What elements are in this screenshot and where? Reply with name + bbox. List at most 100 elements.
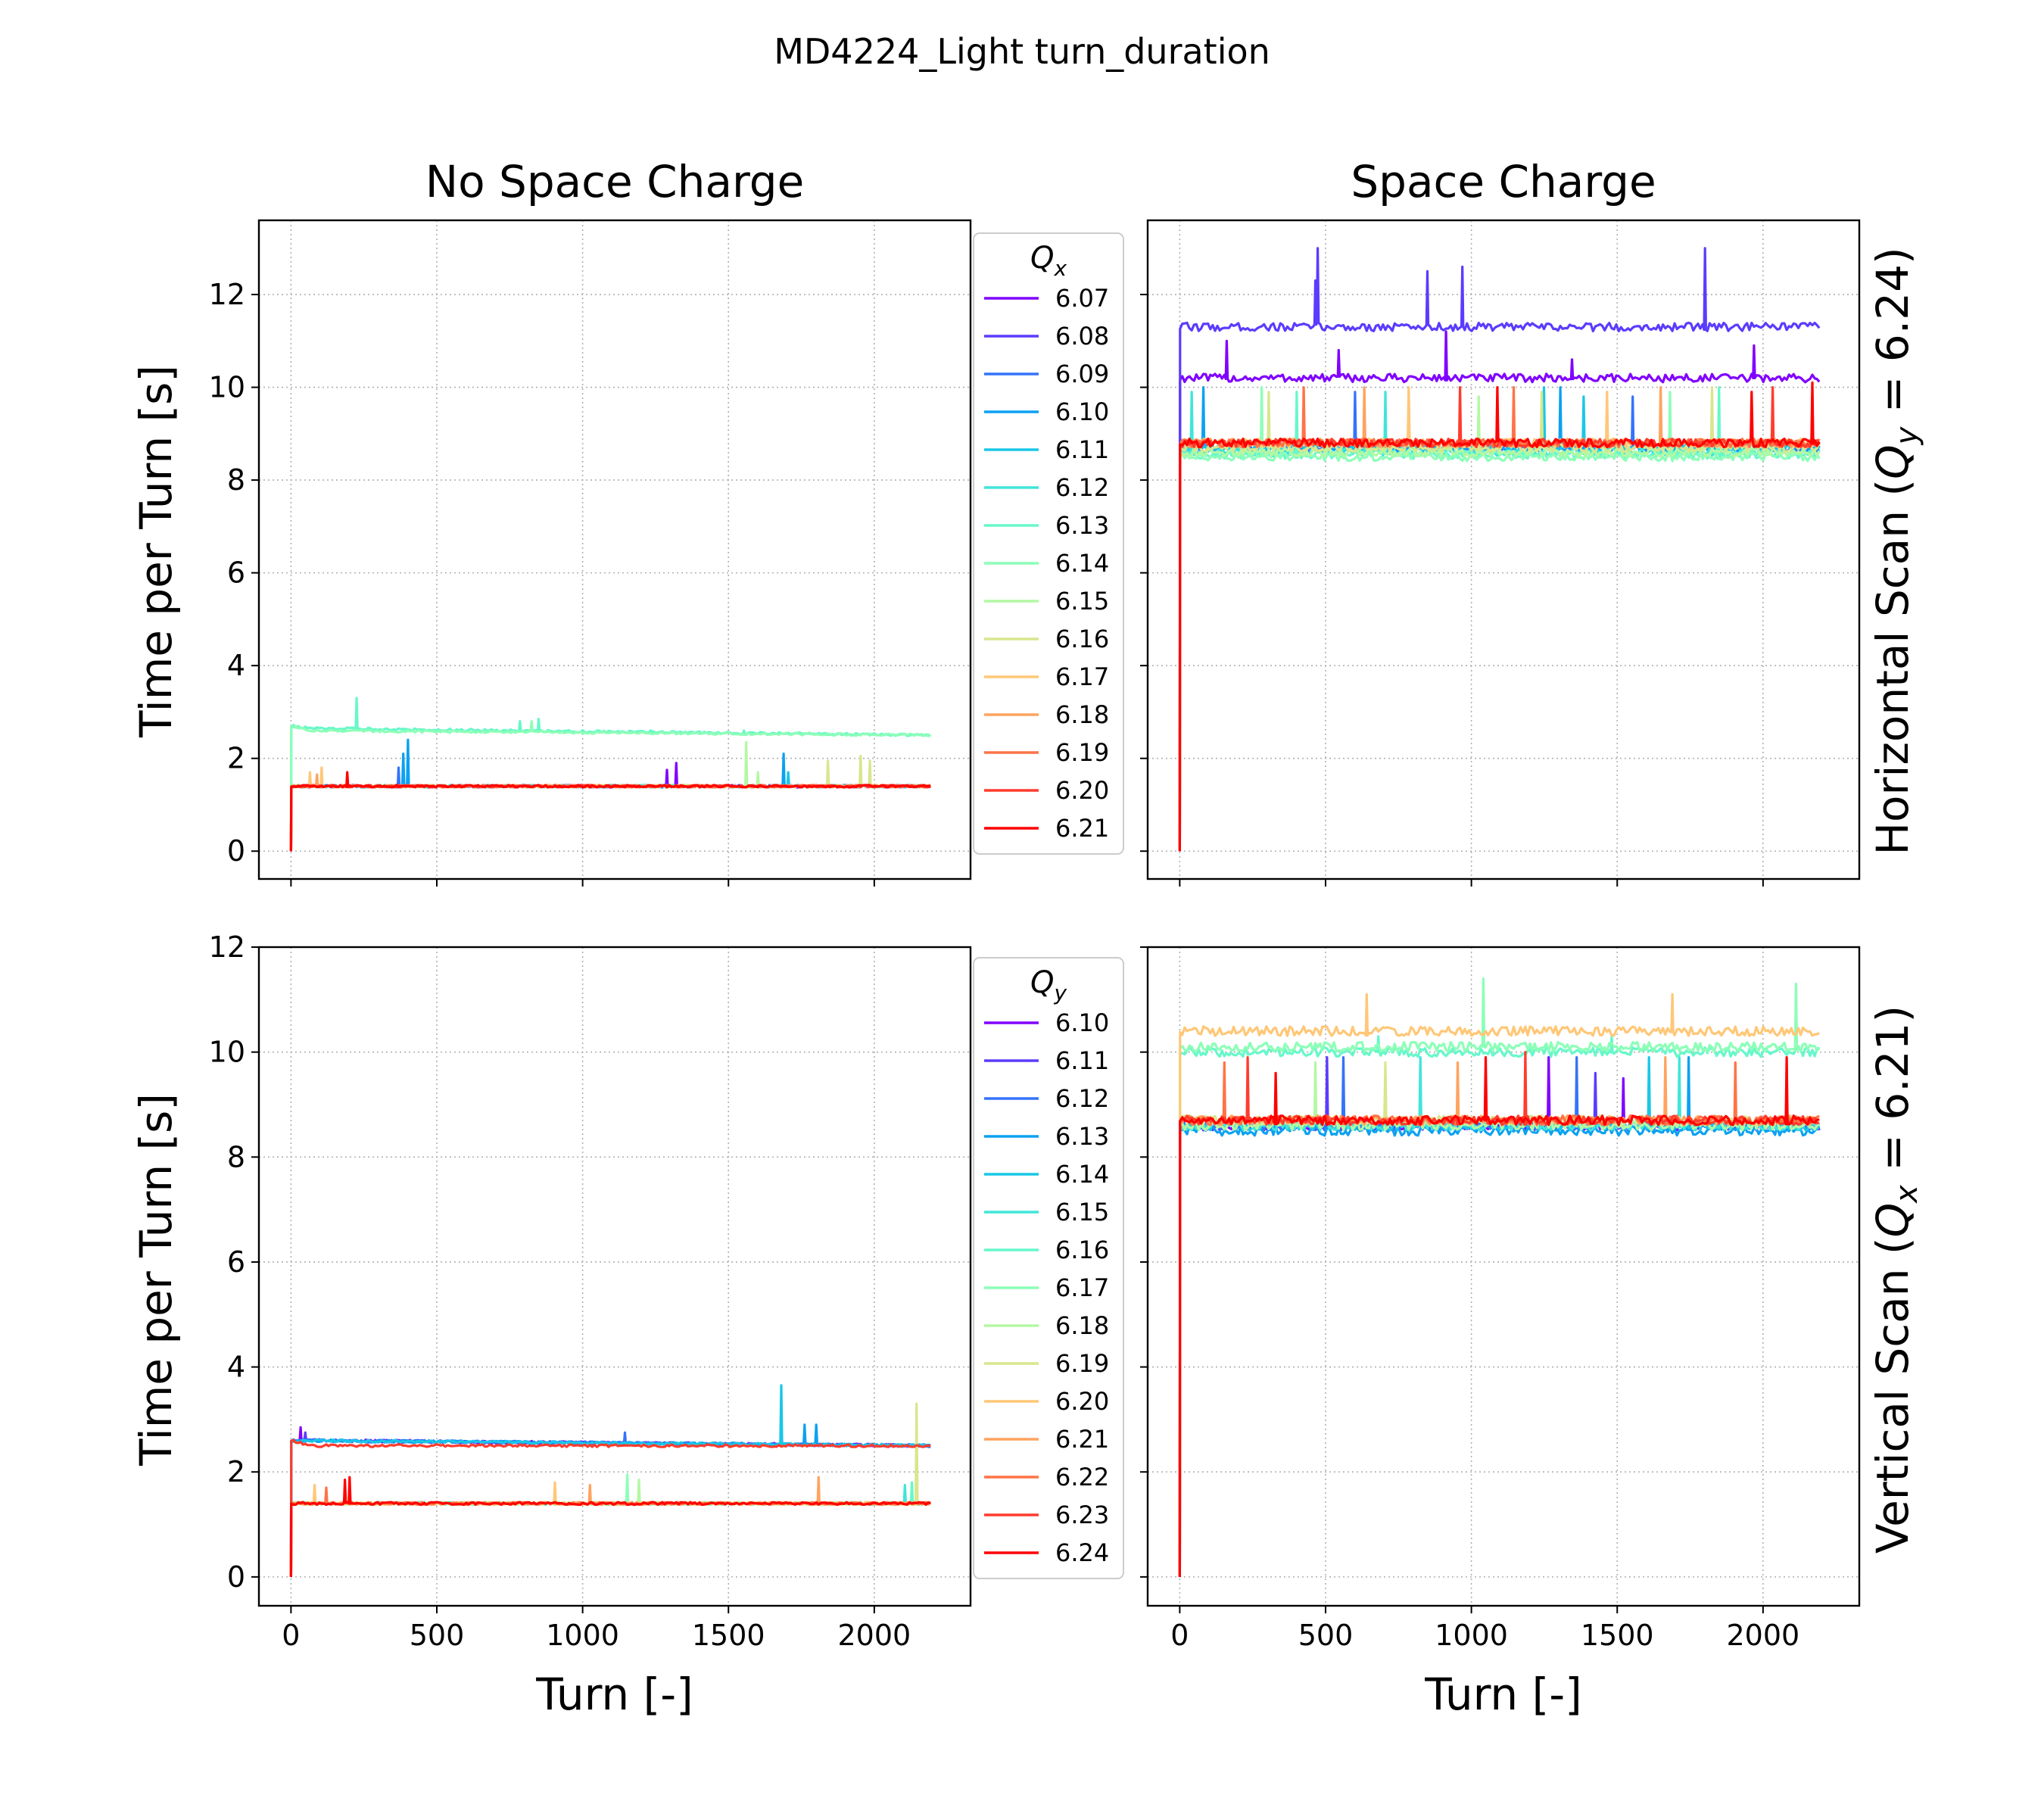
series-line-6.24 [289, 1476, 931, 1577]
x-tick-label: 1000 [546, 1619, 619, 1652]
row-label-horizontal-q: Q [1867, 444, 1918, 479]
legend-title-sub: y [1053, 980, 1067, 1005]
y-tick-label: 8 [227, 1140, 245, 1173]
y-tick-label: 4 [227, 649, 245, 682]
legend-label-6.17: 6.17 [1055, 1273, 1109, 1302]
legend-label-6.11: 6.11 [1055, 435, 1109, 464]
x-tick-label: 500 [1298, 1619, 1354, 1652]
row-label-vertical-prefix: Vertical Scan ( [1867, 1237, 1918, 1554]
legend-frame [973, 957, 1124, 1579]
legend-label-6.12: 6.12 [1055, 1084, 1109, 1113]
panel-top-right [1140, 219, 1861, 887]
legend-label-6.11: 6.11 [1055, 1046, 1109, 1075]
x-tick-label: 2000 [1727, 1619, 1800, 1652]
x-tick-label: 1500 [692, 1619, 765, 1652]
panel-top-left: 0 2 4 6 8 10 12 [209, 219, 972, 887]
legend-label-6.24: 6.24 [1055, 1538, 1109, 1567]
series-line-6.23 [289, 1438, 931, 1577]
axes-frame [257, 219, 972, 880]
legend-label-6.21: 6.21 [1055, 1425, 1109, 1454]
legend-label-6.23: 6.23 [1055, 1501, 1109, 1529]
series-line-6.18 [1178, 1061, 1821, 1577]
y-tick-label: 2 [227, 742, 245, 775]
legend-label-6.16: 6.16 [1055, 1236, 1109, 1264]
series-line-6.24 [1178, 1056, 1820, 1577]
legend-frame [973, 232, 1124, 855]
legend-label-6.18: 6.18 [1055, 1311, 1109, 1340]
legend-title: Qx [1030, 241, 1067, 281]
column-title-no-space-charge: No Space Charge [425, 156, 805, 207]
y-tick-label: 10 [209, 1036, 245, 1069]
series-line-6.17 [1178, 977, 1821, 1577]
series-line-6.14 [289, 720, 931, 852]
legend-label-6.17: 6.17 [1055, 662, 1109, 691]
row-label-vertical-q: Q [1867, 1203, 1918, 1238]
legend-label-6.21: 6.21 [1055, 814, 1109, 843]
y-tick-label: 0 [227, 1560, 245, 1594]
y-tick-label: 2 [227, 1455, 245, 1488]
legend-label-6.19: 6.19 [1055, 738, 1109, 767]
series-line-6.23 [1178, 1051, 1820, 1577]
legend-label-6.22: 6.22 [1055, 1463, 1109, 1491]
series-line-6.21 [1178, 381, 1821, 852]
x-tick-label: 500 [410, 1619, 465, 1652]
row-label-horizontal-scan: Horizontal Scan (Qy = 6.24) [1867, 247, 1924, 855]
y-axis-label-bottom: Time per Turn [s] [130, 1093, 182, 1466]
legend-label-6.10: 6.10 [1055, 397, 1109, 426]
row-label-horizontal-suffix: = 6.24) [1867, 247, 1918, 426]
series-line-6.08 [1178, 247, 1821, 852]
legend-label-6.14: 6.14 [1055, 549, 1109, 578]
series-group [289, 697, 932, 852]
x-tick-label: 0 [282, 1619, 300, 1652]
legend-title: Qy [1030, 965, 1067, 1005]
axes-frame [257, 946, 972, 1607]
panel-bottom-left: 0 500 1000 1500 2000 0 2 4 6 8 10 12 [209, 930, 972, 1652]
legend-label-6.15: 6.15 [1055, 1198, 1109, 1226]
legend-label-6.13: 6.13 [1055, 511, 1109, 540]
legend-title-q: Q [1030, 241, 1054, 276]
x-tick-label: 2000 [838, 1619, 911, 1652]
legend-label-6.07: 6.07 [1055, 284, 1109, 313]
legend-title-sub: x [1053, 256, 1067, 281]
y-tick-label: 10 [209, 371, 245, 404]
y-tick-label: 8 [227, 463, 245, 497]
legend-qy: Qy 6.10 6.11 6.12 6.13 6.14 6.15 6.16 6.17 6.18 6.… [973, 957, 1124, 1579]
legend-title-q: Q [1030, 965, 1054, 1000]
series-line-6.21 [289, 771, 931, 852]
column-title-space-charge: Space Charge [1351, 156, 1656, 207]
legend-label-6.15: 6.15 [1055, 587, 1109, 616]
series-group [289, 1384, 932, 1577]
axes-frame [1146, 946, 1861, 1607]
row-label-vertical-suffix: = 6.21) [1867, 1005, 1918, 1185]
axes-frame [1146, 219, 1861, 880]
x-tick-label: 1500 [1581, 1619, 1654, 1652]
y-tick-label: 0 [227, 834, 245, 868]
row-label-horizontal-prefix: Horizontal Scan ( [1867, 479, 1918, 856]
row-label-horizontal-sub: y [1890, 425, 1924, 445]
y-tick-label: 12 [209, 930, 245, 964]
legend-label-6.20: 6.20 [1055, 776, 1109, 805]
legend-qx: Qx 6.07 6.08 6.09 6.10 6.11 6.12 6.13 6.14 6.15 6.… [973, 232, 1124, 855]
y-tick-label: 6 [227, 556, 245, 590]
legend-label-6.14: 6.14 [1055, 1160, 1109, 1189]
figure-title: MD4224_Light turn_duration [774, 31, 1270, 72]
legend-label-6.18: 6.18 [1055, 700, 1109, 729]
panel-bottom-right: 0 500 1000 1500 2000 [1140, 946, 1861, 1652]
y-tick-label: 12 [209, 278, 245, 311]
y-tick-label: 4 [227, 1351, 245, 1384]
legend-label-6.13: 6.13 [1055, 1122, 1109, 1151]
legend-label-6.12: 6.12 [1055, 473, 1109, 502]
legend-label-6.10: 6.10 [1055, 1008, 1109, 1037]
series-group [1178, 247, 1821, 852]
row-label-vertical-sub: x [1890, 1185, 1924, 1205]
series-line-6.20 [1178, 993, 1820, 1577]
row-label-vertical-scan: Vertical Scan (Qx = 6.21) [1867, 1005, 1924, 1554]
x-axis-label-right: Turn [-] [1424, 1669, 1582, 1720]
legend-label-6.20: 6.20 [1055, 1387, 1109, 1416]
y-tick-label: 6 [227, 1245, 245, 1279]
series-group [1178, 977, 1821, 1577]
legend-label-6.19: 6.19 [1055, 1349, 1109, 1378]
y-axis-label-top: Time per Turn [s] [130, 365, 182, 738]
legend-label-6.08: 6.08 [1055, 322, 1109, 351]
